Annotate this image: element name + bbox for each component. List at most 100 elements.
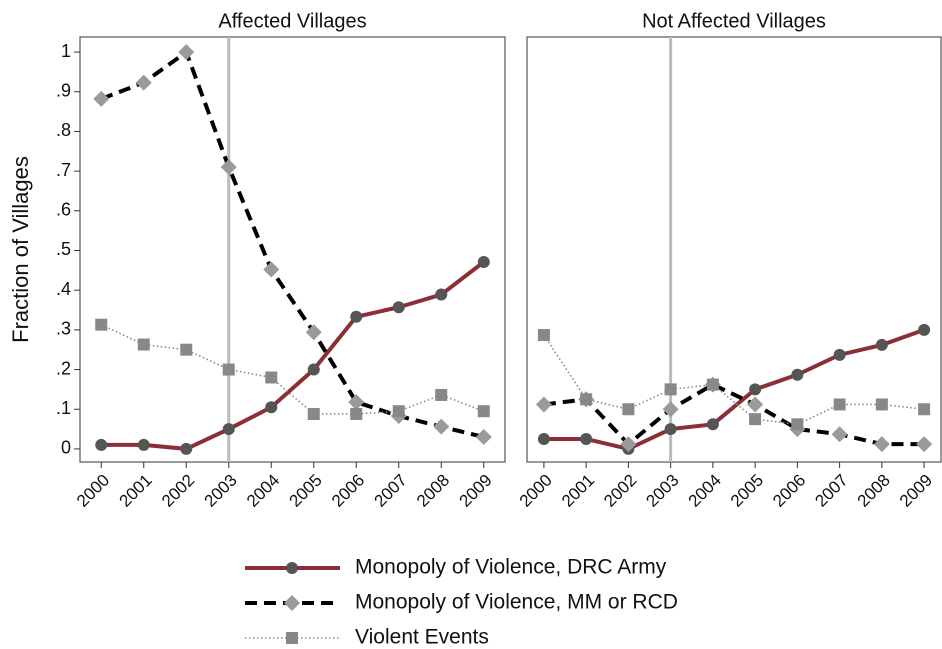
legend-label: Monopoly of Violence, MM or RCD <box>355 591 678 614</box>
marker <box>580 432 593 445</box>
marker <box>749 383 762 396</box>
marker <box>95 318 108 331</box>
series-line <box>543 382 925 447</box>
marker <box>916 436 933 453</box>
marker <box>477 405 490 418</box>
legend-marker <box>284 595 300 611</box>
y-tick-label: .1 <box>56 398 71 418</box>
marker <box>392 405 405 418</box>
y-tick-label: .4 <box>56 279 71 299</box>
marker <box>263 261 280 278</box>
y-tick-label: 0 <box>61 438 71 458</box>
legend-label: Monopoly of Violence, DRC Army <box>355 556 667 579</box>
marker <box>178 44 195 61</box>
y-tick-label: .6 <box>56 200 71 220</box>
marker <box>307 363 320 376</box>
marker <box>93 90 110 107</box>
x-tick-label: 2006 <box>769 471 809 511</box>
marker <box>875 338 888 351</box>
marker <box>222 363 235 376</box>
marker <box>392 301 405 314</box>
x-tick-label: 2007 <box>811 471 851 511</box>
marker <box>137 438 150 451</box>
marker <box>477 256 490 268</box>
marker <box>537 432 550 445</box>
marker <box>747 396 764 413</box>
marker <box>265 401 278 414</box>
y-tick-label: .8 <box>56 120 71 140</box>
x-tick-label: 2007 <box>371 471 411 511</box>
marker <box>350 407 363 420</box>
marker <box>791 418 804 431</box>
x-tick-label: 2004 <box>685 471 725 511</box>
x-tick-label: 2001 <box>116 471 156 511</box>
marker <box>265 371 278 384</box>
series-line <box>100 48 485 439</box>
marker <box>220 159 237 176</box>
x-tick-label: 2002 <box>158 471 198 511</box>
marker <box>433 418 450 435</box>
panel-title: Not Affected Villages <box>642 10 826 32</box>
marker <box>305 324 322 341</box>
x-tick-label: 2003 <box>201 471 241 511</box>
marker <box>749 413 762 426</box>
marker <box>135 74 152 91</box>
y-tick-label: .7 <box>56 160 71 180</box>
marker <box>875 398 888 411</box>
legend-marker <box>286 632 298 644</box>
plot-frame <box>79 36 506 463</box>
marker <box>95 438 108 451</box>
marker <box>833 398 846 411</box>
x-tick-label: 2008 <box>854 471 894 511</box>
x-tick-label: 2009 <box>456 471 496 511</box>
x-tick-label: 2002 <box>600 471 640 511</box>
marker <box>831 426 848 443</box>
marker <box>475 429 492 445</box>
x-tick-label: 2001 <box>558 471 598 511</box>
x-tick-label: 2005 <box>286 471 326 511</box>
x-tick-label: 2005 <box>727 471 767 511</box>
marker <box>435 388 448 401</box>
x-tick-label: 2008 <box>413 471 453 511</box>
marker <box>350 310 363 323</box>
panel-title: Affected Villages <box>218 10 366 32</box>
marker <box>791 368 804 381</box>
marker <box>664 423 677 436</box>
y-tick-label: .9 <box>56 81 71 101</box>
x-tick-label: 2009 <box>896 471 936 511</box>
x-tick-label: 2000 <box>516 471 556 511</box>
marker <box>873 436 890 453</box>
y-tick-label: .3 <box>56 319 71 339</box>
series-line <box>101 260 485 451</box>
marker <box>622 403 635 416</box>
marker <box>918 323 931 336</box>
y-axis-label: Fraction of Villages <box>8 156 33 343</box>
marker <box>664 383 677 396</box>
marker <box>137 338 150 351</box>
marker <box>580 393 593 406</box>
marker <box>348 394 365 411</box>
x-tick-label: 2003 <box>642 471 682 511</box>
y-tick-label: .5 <box>56 239 71 259</box>
series-line <box>543 327 925 452</box>
marker <box>180 343 193 356</box>
marker <box>435 288 448 301</box>
legend-label: Violent Events <box>355 626 489 649</box>
marker <box>662 401 679 418</box>
marker <box>222 423 235 436</box>
series-line <box>100 323 485 415</box>
marker <box>918 403 931 416</box>
marker <box>620 436 637 453</box>
plot-frame <box>526 36 942 463</box>
marker <box>535 396 552 413</box>
marker <box>180 442 193 455</box>
marker <box>706 378 719 391</box>
x-tick-label: 2006 <box>328 471 368 511</box>
y-tick-label: 1 <box>61 41 71 61</box>
y-tick-label: .2 <box>56 358 71 378</box>
marker <box>833 348 846 361</box>
x-tick-label: 2004 <box>243 471 283 511</box>
marker <box>307 407 320 420</box>
series-line <box>543 334 925 426</box>
